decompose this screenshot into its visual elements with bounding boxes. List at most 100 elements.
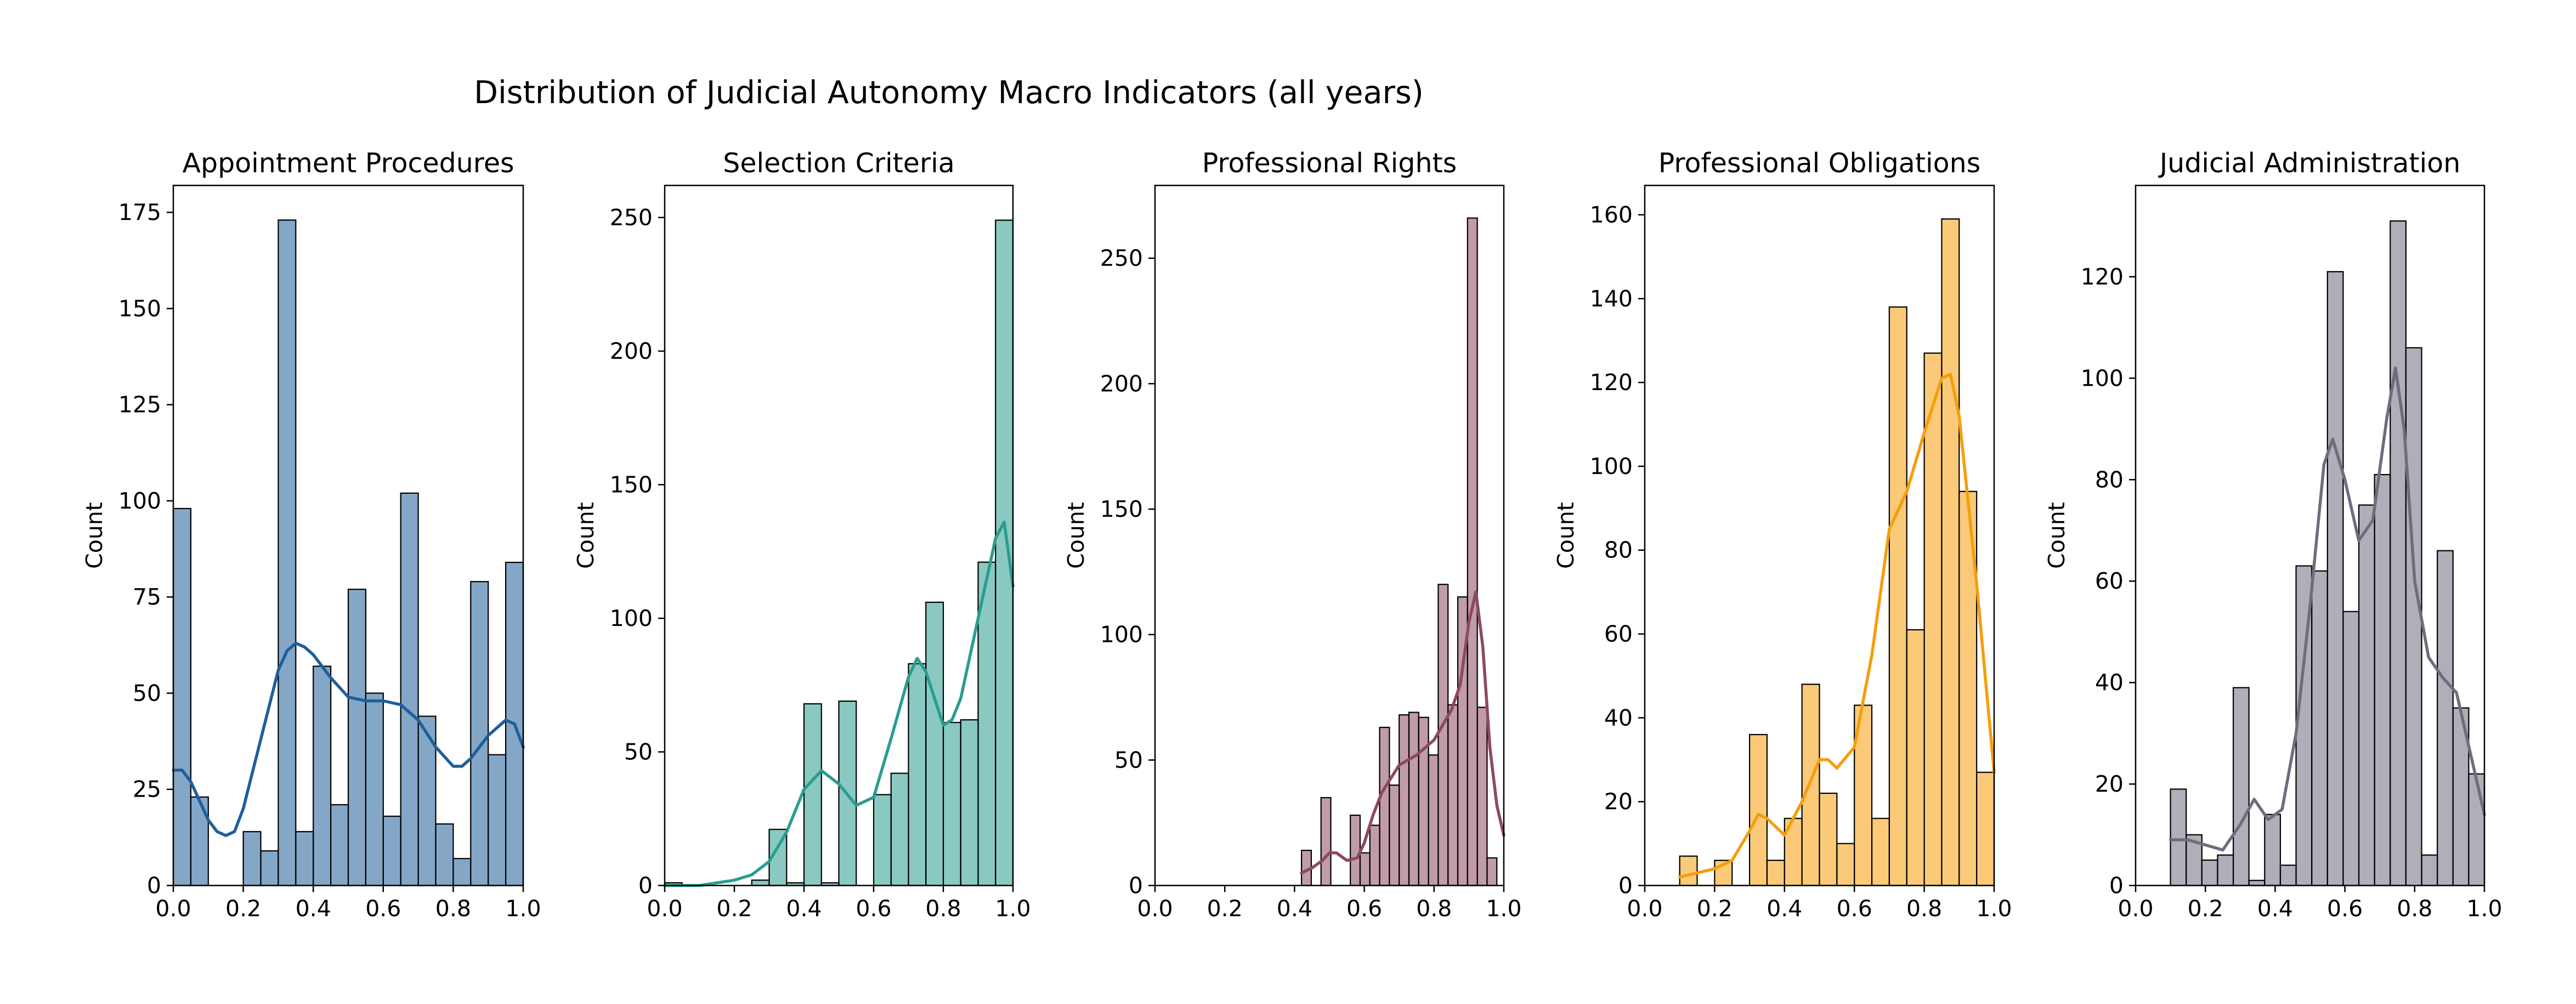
y-tick-label: 200 <box>610 338 653 364</box>
histogram-bar <box>1447 704 1459 887</box>
histogram-bar <box>2437 550 2454 887</box>
y-axis-label: Count <box>2043 502 2070 569</box>
histogram-bar <box>960 719 979 887</box>
histogram-bar <box>2390 220 2407 887</box>
histogram-bar <box>190 796 209 887</box>
histogram-bar <box>2217 854 2234 887</box>
x-tick-label: 0.6 <box>856 895 891 922</box>
histogram-bar <box>1819 792 1838 887</box>
y-tick-label: 150 <box>118 295 161 321</box>
histogram-bar <box>995 219 1014 887</box>
histogram-bar <box>313 665 332 887</box>
histogram-bar <box>2170 788 2187 887</box>
histogram-bar <box>1476 707 1488 887</box>
y-axis-label: Count <box>573 502 599 569</box>
histogram-bar <box>1320 797 1332 887</box>
panel-5: 0.0 0.2 0.4 0.6 0.8 1.0 0 20 40 60 80 100 120 Judicia… <box>2043 148 2503 922</box>
histogram-bar <box>2374 473 2391 887</box>
x-tick-label: 0.8 <box>925 895 961 922</box>
x-tick-label: 0.2 <box>2188 895 2223 922</box>
histogram-bar <box>382 815 401 887</box>
kde-line <box>172 641 525 837</box>
y-tick-label: 175 <box>118 199 161 225</box>
histogram-bar <box>873 794 892 887</box>
histogram-bar <box>1379 726 1390 887</box>
y-tick-label: 25 <box>133 776 161 803</box>
x-tick-label: 0.2 <box>225 895 261 922</box>
histogram-bar <box>1766 860 1785 887</box>
y-tick-label: 75 <box>133 584 161 610</box>
y-axis-label: Count <box>1553 502 1579 569</box>
x-tick-label: 0.4 <box>786 895 822 922</box>
x-tick-label: 0.2 <box>1207 895 1243 922</box>
histogram-bar <box>1437 584 1449 887</box>
y-axis-label: Count <box>1063 502 1089 569</box>
x-tick-label: 1.0 <box>505 895 541 922</box>
histogram-bar <box>2264 814 2281 887</box>
x-tick-label: 0.6 <box>1346 895 1382 922</box>
panel-4: 0.0 0.2 0.4 0.6 0.8 1.0 0 20 40 60 80 100 120 140 160 P… <box>1553 148 2012 922</box>
x-tick-label: 1.0 <box>995 895 1031 922</box>
x-tick-label: 0.4 <box>2257 895 2293 922</box>
histogram-bar <box>2468 773 2486 887</box>
panel-title: Selection Criteria <box>723 148 955 179</box>
y-tick-label: 150 <box>610 471 653 498</box>
histogram-bar <box>751 879 770 887</box>
x-tick-label: 0.0 <box>155 895 191 922</box>
x-tick-label: 1.0 <box>1486 895 1521 922</box>
histogram-bar <box>1871 817 1890 887</box>
panel-title: Judicial Administration <box>2158 148 2461 179</box>
x-tick-label: 0.8 <box>2397 895 2432 922</box>
y-tick-label: 100 <box>610 605 653 631</box>
histogram-bar <box>330 804 349 887</box>
histogram-bar <box>1486 857 1498 887</box>
histogram-bar <box>1923 352 1943 887</box>
x-tick-label: 0.6 <box>1837 895 1872 922</box>
histogram-bar <box>2421 854 2438 887</box>
kde-line <box>663 520 1015 887</box>
x-tick-label: 0.6 <box>365 895 401 922</box>
y-tick-label: 100 <box>1590 453 1633 480</box>
histogram-bar <box>1359 852 1371 887</box>
x-tick-label: 0.0 <box>647 895 682 922</box>
x-tick-label: 0.4 <box>1767 895 1802 922</box>
y-tick-label: 50 <box>624 738 653 765</box>
y-tick-label: 20 <box>2095 771 2124 797</box>
y-tick-label: 80 <box>2095 466 2124 493</box>
panel-title: Professional Obligations <box>1658 148 1980 179</box>
x-tick-label: 0.4 <box>1277 895 1312 922</box>
histogram-bar <box>2279 864 2297 887</box>
x-tick-label: 0.6 <box>2327 895 2363 922</box>
y-tick-label: 0 <box>1129 872 1143 899</box>
histogram-bar <box>278 219 297 887</box>
histogram-bar <box>1976 771 1995 887</box>
histogram-bar <box>347 589 366 887</box>
y-tick-label: 125 <box>118 392 161 418</box>
histogram-bar <box>2311 570 2328 887</box>
panels: 0.0 0.2 0.4 0.6 0.8 1.0 0 25 50 75 100 125 150 175 App… <box>81 148 2503 922</box>
histogram-bar <box>2248 879 2266 887</box>
histogram-bar <box>2201 859 2218 887</box>
y-axis-label: Count <box>81 502 107 569</box>
y-tick-label: 120 <box>1590 369 1633 396</box>
histogram-bar <box>890 772 909 887</box>
panel-title: Appointment Procedures <box>182 148 514 179</box>
histogram-bar <box>400 492 419 887</box>
y-tick-label: 120 <box>2081 263 2124 290</box>
plot-frame <box>2135 184 2486 887</box>
histogram-bar <box>908 663 927 887</box>
histogram-bar <box>1408 712 1419 887</box>
histogram-bar <box>2358 504 2375 887</box>
histogram-bar <box>1679 855 1698 887</box>
histogram-bar <box>1888 306 1907 887</box>
y-tick-label: 50 <box>1114 747 1143 773</box>
histogram-bar <box>1399 714 1410 887</box>
histogram-bar <box>435 823 454 887</box>
histogram-bar <box>172 507 191 887</box>
y-tick-label: 140 <box>1590 285 1633 312</box>
kde-line <box>1300 590 1505 875</box>
x-tick-label: 1.0 <box>1976 895 2012 922</box>
y-tick-label: 60 <box>2095 568 2124 594</box>
x-tick-label: 0.2 <box>1697 895 1733 922</box>
